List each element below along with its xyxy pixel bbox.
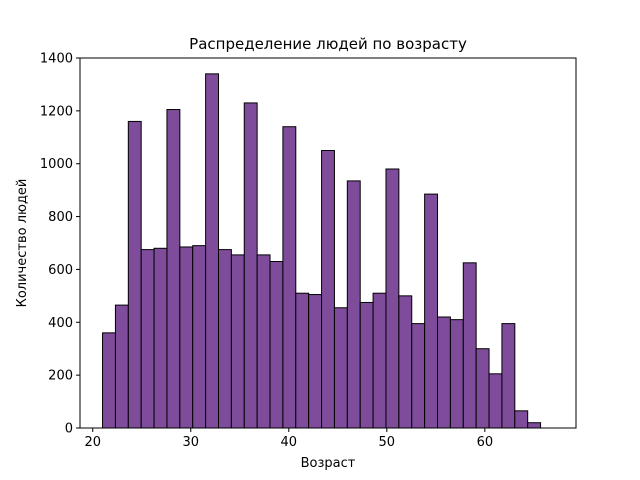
histogram-bar: [256, 254, 271, 429]
x-tick-label: 40: [281, 435, 298, 450]
histogram-bar: [475, 348, 490, 429]
y-tick-label: 800: [48, 210, 73, 225]
y-tick-label: 0: [65, 422, 73, 437]
y-axis-label: Количество людей: [15, 179, 30, 308]
y-tick-label: 600: [48, 263, 73, 278]
y-tick-label: 1200: [40, 104, 73, 119]
histogram-bar: [269, 261, 284, 429]
histogram-bar: [501, 323, 516, 429]
x-tick-label: 50: [379, 435, 396, 450]
x-axis-label: Возраст: [301, 456, 356, 471]
histogram-bar: [166, 109, 181, 429]
bars-group: [102, 73, 542, 429]
x-tick-label: 60: [477, 435, 494, 450]
x-tick-label: 30: [182, 435, 199, 450]
histogram-bar: [424, 193, 439, 429]
histogram-bar: [205, 73, 219, 429]
histogram-bar: [527, 422, 542, 429]
histogram-bar: [140, 249, 155, 429]
chart-title: Распределение людей по возрасту: [189, 35, 467, 53]
y-tick-label: 200: [48, 369, 73, 384]
histogram-bar: [372, 292, 387, 429]
histogram-bar: [321, 150, 335, 429]
histogram-bar: [398, 295, 413, 429]
histogram-bar: [295, 292, 310, 429]
histogram-bar: [359, 301, 374, 429]
histogram-bar: [333, 307, 348, 429]
histogram-bar: [385, 168, 400, 429]
histogram-bar: [449, 319, 464, 429]
y-tick-label: 400: [48, 316, 73, 331]
histogram-bar: [346, 180, 361, 429]
histogram-bar: [217, 249, 232, 429]
histogram-bar: [153, 247, 168, 429]
histogram-bar: [282, 126, 297, 429]
histogram-bar: [308, 294, 323, 429]
y-axis: 0 200 400 600 800 1000 1200 1400: [40, 52, 80, 437]
histogram-bar: [230, 254, 245, 429]
histogram-bar: [243, 102, 258, 429]
histogram-bar: [488, 373, 503, 429]
histogram-bar: [102, 332, 116, 429]
histogram-bar: [462, 262, 477, 429]
histogram-bar: [179, 246, 194, 429]
histogram-bar: [437, 316, 451, 429]
histogram-bar: [411, 323, 426, 429]
histogram-bar: [192, 245, 207, 429]
histogram-bar: [127, 120, 142, 429]
y-tick-label: 1400: [40, 52, 73, 67]
x-tick-label: 20: [84, 435, 101, 450]
histogram-bar: [114, 304, 129, 429]
x-axis: 20 30 40 50 60: [84, 428, 493, 450]
y-tick-label: 1000: [40, 157, 73, 172]
plot-frame: [79, 57, 577, 429]
histogram-bar: [514, 410, 529, 429]
